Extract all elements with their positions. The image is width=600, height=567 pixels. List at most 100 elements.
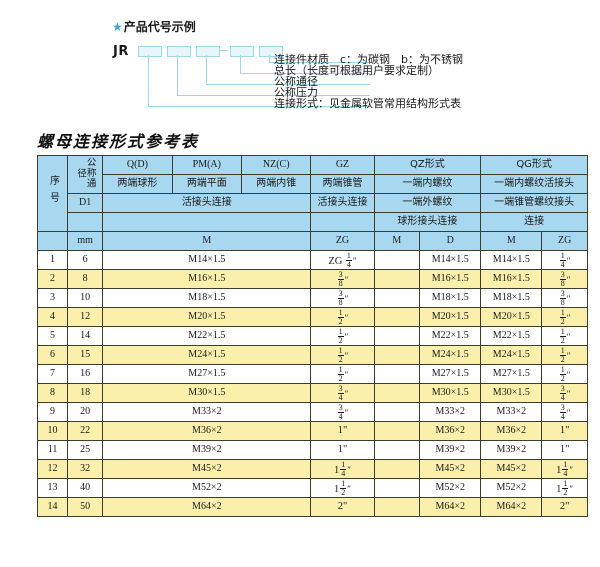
cell-qz-d: M30×1.5 (419, 383, 482, 403)
table-row: 4 12 M20×1.5 1 2 ″ M20×1.5 M20×1.5 1 2 ″ (36, 307, 588, 327)
code-box-2 (167, 46, 191, 57)
header-group-code-gz: GZ (310, 155, 375, 175)
header-unit-qpmnz: M (102, 231, 312, 251)
star-icon: ★ (112, 20, 123, 34)
header-dn-unit: mm (67, 231, 104, 251)
header-desc2-qpmnz: 活接头连接 (102, 193, 312, 213)
cell-qg-m: M36×2 (480, 421, 543, 441)
table-row: 1 6 M14×1.5 ZG 1 4 ″ M14×1.5 M14×1.5 1 4 ″ (36, 250, 588, 270)
cell-qz-d: M22×1.5 (419, 326, 482, 346)
cell-gz: 1 2 ″ (310, 364, 375, 384)
header-desc2-gz: 活接头连接 (310, 193, 375, 213)
cell-qz-m (373, 440, 421, 460)
leader-line-4-vertical (177, 55, 178, 96)
cell-qg-zg: 2" (541, 497, 588, 517)
header-unit-qz-m: M (373, 231, 421, 251)
cell-seq: 6 (36, 345, 69, 365)
cell-thread-m: M24×1.5 (102, 345, 312, 365)
cell-dn: 20 (67, 402, 104, 422)
cell-qg-zg: 1 2 ″ (541, 345, 588, 365)
header-group-code-qg: QG形式 (480, 155, 588, 175)
cell-thread-m: M18×1.5 (102, 288, 312, 308)
cell-gz: 1 1 4 ″ (310, 459, 375, 479)
cell-seq: 3 (36, 288, 69, 308)
header-desc1-qg: 一端内螺纹活接头 (480, 174, 588, 194)
code-box-5 (259, 46, 283, 57)
header-desc3-gz (310, 212, 375, 232)
header-desc1-pma: 两端平面 (171, 174, 243, 194)
cell-qg-zg: 1" (541, 440, 588, 460)
cell-gz: 3 4 ″ (310, 383, 375, 403)
cell-qz-d: M33×2 (419, 402, 482, 422)
code-separator-dash (220, 50, 228, 51)
cell-gz: ZG 1 4 ″ (310, 250, 375, 270)
cell-dn: 22 (67, 421, 104, 441)
callout-nominal-diameter: 公称通径 (274, 75, 318, 88)
leader-line-2-vertical (240, 55, 241, 74)
cell-thread-m: M30×1.5 (102, 383, 312, 403)
cell-seq: 12 (36, 459, 69, 479)
cell-gz: 3 8 ″ (310, 269, 375, 289)
cell-dn: 8 (67, 269, 104, 289)
leader-line-5-vertical (148, 55, 149, 107)
header-row-codes: 序号 公称通径 Q(D) PM(A) NZ(C) GZ QZ形式 QG形式 (36, 155, 588, 232)
cell-qz-m (373, 269, 421, 289)
cell-qz-d: M45×2 (419, 459, 482, 479)
cell-qz-m (373, 364, 421, 384)
cell-qz-m (373, 478, 421, 498)
table-row: 9 20 M33×2 3 4 ″ M33×2 M33×2 3 4 ″ (36, 402, 588, 422)
table-row: 11 25 M39×2 1" M39×2 M39×2 1" (36, 440, 588, 460)
cell-qz-m (373, 421, 421, 441)
cell-qg-m: M52×2 (480, 478, 543, 498)
cell-gz: 1 1 2 ″ (310, 478, 375, 498)
table-row: 3 10 M18×1.5 3 8 ″ M18×1.5 M18×1.5 3 8 ″ (36, 288, 588, 308)
leader-line-5-horizontal (148, 106, 370, 107)
leader-line-4-horizontal (177, 95, 370, 96)
cell-dn: 15 (67, 345, 104, 365)
cell-qg-m: M33×2 (480, 402, 543, 422)
leader-line-3-vertical (206, 55, 207, 85)
cell-thread-m: M16×1.5 (102, 269, 312, 289)
callout-connection-type: 连接形式：见金属软管常用结构形式表 (274, 97, 461, 110)
cell-qz-d: M24×1.5 (419, 345, 482, 365)
cell-dn: 25 (67, 440, 104, 460)
header-group-code-qz: QZ形式 (373, 155, 482, 175)
code-prefix-label: JR (113, 44, 129, 59)
cell-qz-d: M14×1.5 (419, 250, 482, 270)
cell-qz-m (373, 288, 421, 308)
cell-qg-m: M14×1.5 (480, 250, 543, 270)
cell-qg-zg: 1 4 ″ (541, 250, 588, 270)
cell-dn: 50 (67, 497, 104, 517)
cell-gz: 3 8 ″ (310, 288, 375, 308)
code-diagram-title-text: 产品代号示例 (123, 20, 196, 34)
cell-seq: 13 (36, 478, 69, 498)
header-group-code-nzc: NZ(C) (241, 155, 312, 175)
leader-line-1-vertical (269, 55, 270, 63)
table-row: 10 22 M36×2 1" M36×2 M36×2 1" (36, 421, 588, 441)
table-row: 13 40 M52×2 1 1 2 ″ M52×2 M52×2 1 1 2 ″ (36, 478, 588, 498)
callout-total-length: 总长（长度可根据用户要求定制） (274, 64, 439, 77)
header-nominal-diameter: 公称通径 (67, 155, 104, 194)
cell-seq: 9 (36, 402, 69, 422)
table-row: 5 14 M22×1.5 1 2 ″ M22×1.5 M22×1.5 1 2 ″ (36, 326, 588, 346)
cell-qz-m (373, 497, 421, 517)
cell-dn: 14 (67, 326, 104, 346)
header-desc3-qg: 连接 (480, 212, 588, 232)
header-group-code-qd: Q(D) (102, 155, 173, 175)
cell-seq: 4 (36, 307, 69, 327)
callout-nominal-pressure: 公称压力 (274, 86, 318, 99)
cell-gz: 1 2 ″ (310, 326, 375, 346)
cell-seq: 1 (36, 250, 69, 270)
cell-qg-zg: 1" (541, 421, 588, 441)
cell-thread-m: M20×1.5 (102, 307, 312, 327)
header-row-desc2: D1 活接头连接 活接头连接 一端外螺纹 一端锥管螺纹接头 (38, 193, 588, 213)
cell-qg-m: M16×1.5 (480, 269, 543, 289)
table-title: 螺母连接形式参考表 (37, 132, 200, 151)
cell-qg-m: M22×1.5 (480, 326, 543, 346)
cell-seq: 10 (36, 421, 69, 441)
cell-seq: 5 (36, 326, 69, 346)
leader-line-1-horizontal (269, 62, 370, 63)
header-desc1-qd: 两端球形 (102, 174, 173, 194)
header-desc1-gz: 两端锥管 (310, 174, 375, 194)
header-desc1-qz: 一端内螺纹 (373, 174, 482, 194)
